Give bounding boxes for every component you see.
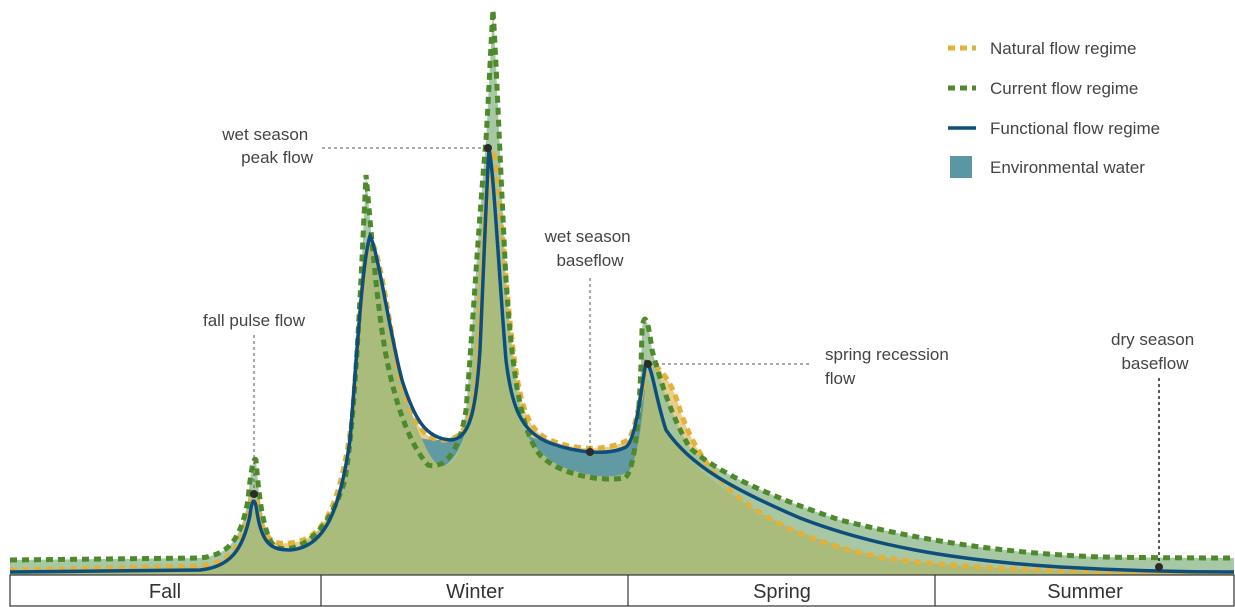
season-label-fall: Fall bbox=[149, 581, 181, 603]
legend-environmental-label: Environmental water bbox=[990, 158, 1145, 177]
spring-recession-label: spring recession flow bbox=[825, 345, 954, 388]
season-label-summer: Summer bbox=[1047, 581, 1123, 603]
spring-recession-dot bbox=[644, 360, 652, 368]
season-label-winter: Winter bbox=[446, 581, 504, 603]
dry-baseflow-label: dry season baseflow bbox=[1111, 330, 1199, 373]
legend-environmental-swatch bbox=[950, 156, 972, 178]
functional-flow-line bbox=[9, 149, 1235, 574]
leader-lines bbox=[253, 147, 1160, 566]
legend: Natural flow regime Current flow regime … bbox=[948, 39, 1160, 178]
legend-current-label: Current flow regime bbox=[990, 79, 1138, 98]
season-bar: Fall Winter Spring Summer bbox=[9, 574, 1235, 607]
wet-peak-label: wet season peak flow bbox=[221, 125, 313, 167]
shared-flow-area bbox=[10, 165, 1234, 575]
environmental-water-area-baseflow bbox=[512, 380, 646, 479]
legend-functional-label: Functional flow regime bbox=[990, 119, 1160, 138]
dry-baseflow-dot bbox=[1155, 563, 1163, 571]
fall-pulse-label: fall pulse flow bbox=[203, 311, 306, 330]
wet-peak-dot bbox=[484, 144, 492, 152]
wet-baseflow-label: wet season baseflow bbox=[544, 227, 636, 270]
legend-natural-label: Natural flow regime bbox=[990, 39, 1136, 58]
season-bar-frame bbox=[9, 574, 1235, 607]
wet-baseflow-dot bbox=[586, 448, 594, 456]
marker-dots bbox=[250, 144, 1163, 571]
season-label-spring: Spring bbox=[753, 581, 811, 603]
fall-pulse-dot bbox=[250, 490, 258, 498]
